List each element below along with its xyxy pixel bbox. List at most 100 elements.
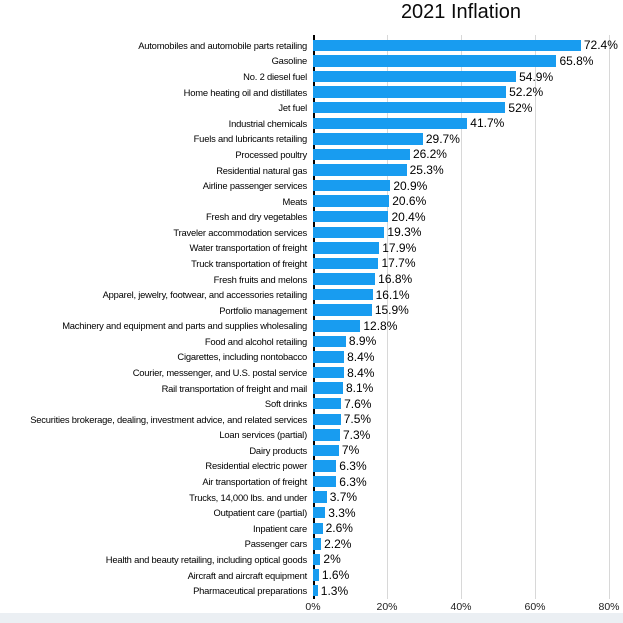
value-label: 17.7% xyxy=(381,256,416,271)
category-label: Truck transportation of freight xyxy=(191,257,307,269)
bar-row: Fresh fruits and melons 16.8% xyxy=(0,271,623,287)
plot-cell: 8.1% xyxy=(313,380,623,396)
bar-row: Health and beauty retailing, including o… xyxy=(0,552,623,568)
plot-cell: 41.7% xyxy=(313,115,623,131)
x-tick-label: 80% xyxy=(598,601,620,613)
category-label: Apparel, jewelry, footwear, and accessor… xyxy=(102,289,308,301)
axis-line xyxy=(313,35,315,599)
bar xyxy=(313,288,373,301)
value-label: 3.7% xyxy=(329,490,358,505)
category-label: Automobiles and automobile parts retaili… xyxy=(138,39,307,51)
value-label: 2.2% xyxy=(324,536,352,551)
bar-row: Automobiles and automobile parts retaili… xyxy=(0,38,623,54)
bar-row: Passenger cars 2.2% xyxy=(0,536,623,552)
plot-cell: 8.9% xyxy=(313,334,623,350)
value-label: 20.4% xyxy=(391,209,426,224)
bar xyxy=(313,117,468,130)
plot-cell: 52% xyxy=(313,100,623,116)
category-label: Inpatient care xyxy=(252,522,307,534)
bar xyxy=(313,133,423,145)
bar xyxy=(313,351,345,363)
bar xyxy=(313,55,557,67)
plot-cell: 54.9% xyxy=(313,69,623,85)
bar-row: Residential natural gas 25.3% xyxy=(0,162,623,178)
value-label: 16.1% xyxy=(375,287,410,302)
chart-title: 2021 Inflation xyxy=(400,1,522,23)
bar-row: Processed poultry 26.2% xyxy=(0,147,623,163)
bar xyxy=(313,584,318,597)
bar-row: Home heating oil and distillates 52.2% xyxy=(0,84,623,100)
x-tick-label: 40% xyxy=(450,601,472,613)
x-tick-label: 60% xyxy=(524,601,546,613)
value-label: 7% xyxy=(341,443,360,458)
value-label: 26.2% xyxy=(412,147,447,162)
plot-cell: 19.3% xyxy=(313,225,623,241)
value-label: 72.4% xyxy=(583,38,618,53)
bar xyxy=(313,335,346,348)
plot-cell: 7% xyxy=(313,443,623,459)
plot-cell: 1.6% xyxy=(313,567,623,583)
bar-row: Food and alcohol retailing 8.9% xyxy=(0,334,623,350)
value-label: 65.8% xyxy=(559,53,594,68)
bar-row: Traveler accommodation services 19.3% xyxy=(0,225,623,241)
plot-cell: 16.8% xyxy=(313,271,623,287)
bar-row: Fresh and dry vegetables 20.4% xyxy=(0,209,623,225)
value-label: 19.3% xyxy=(387,225,422,240)
category-label: Dairy products xyxy=(249,444,307,456)
gridline xyxy=(609,35,610,599)
plot-cell: 6.3% xyxy=(313,458,623,474)
bar-row: Rail transportation of freight and mail 8… xyxy=(0,380,623,396)
bar xyxy=(313,553,321,566)
bar xyxy=(313,86,507,98)
value-label: 1.6% xyxy=(321,568,350,583)
plot-cell: 20.6% xyxy=(313,193,623,209)
bar xyxy=(313,444,339,457)
category-label: Securities brokerage, dealing, investmen… xyxy=(30,413,307,425)
bar xyxy=(313,475,337,488)
bar-row: Aircraft and aircraft equipment 1.6% xyxy=(0,567,623,583)
category-label: Gasoline xyxy=(271,55,308,67)
category-label: Soft drinks xyxy=(264,398,307,410)
value-label: 8.9% xyxy=(348,334,377,349)
bar xyxy=(313,164,407,176)
plot-cell: 20.9% xyxy=(313,178,623,194)
bar-row: Water transportation of freight 17.9% xyxy=(0,240,623,256)
bar xyxy=(313,382,343,394)
category-label: Outpatient care (partial) xyxy=(213,507,308,519)
bar-row: Gasoline 65.8% xyxy=(0,53,623,69)
category-label: Loan services (partial) xyxy=(219,429,307,441)
bar-row: Residential electric power 6.3% xyxy=(0,458,623,474)
bar xyxy=(313,429,340,441)
category-label: Aircraft and aircraft equipment xyxy=(187,569,308,581)
bar xyxy=(313,148,410,161)
plot-cell: 3.3% xyxy=(313,505,623,521)
bar-row: Securities brokerage, dealing, investmen… xyxy=(0,411,623,427)
plot-cell: 7.6% xyxy=(313,396,623,412)
gridline xyxy=(535,35,536,599)
value-label: 1.3% xyxy=(320,583,349,598)
plot-cell: 12.8% xyxy=(313,318,623,334)
grid-layer xyxy=(0,35,623,599)
gridline xyxy=(387,35,388,599)
value-label: 3.3% xyxy=(328,505,356,520)
category-label: Fresh fruits and melons xyxy=(213,273,308,285)
category-label: Cigarettes, including nontobacco xyxy=(177,351,307,363)
category-label: Machinery and equipment and parts and su… xyxy=(62,320,307,332)
category-label: Portfolio management xyxy=(219,304,307,316)
plot-cell: 26.2% xyxy=(313,147,623,163)
value-label: 25.3% xyxy=(409,163,444,177)
category-label: Jet fuel xyxy=(278,102,307,114)
category-label: Processed poultry xyxy=(235,148,307,160)
plot-cell: 65.8% xyxy=(313,53,623,69)
bar-row: Industrial chemicals 41.7% xyxy=(0,115,623,131)
category-label: Rail transportation of freight and mail xyxy=(161,382,308,394)
category-label: Passenger cars xyxy=(244,538,308,550)
bar xyxy=(313,491,327,503)
value-label: 12.8% xyxy=(363,318,398,333)
value-label: 7.5% xyxy=(343,412,372,427)
value-label: 7.3% xyxy=(343,427,371,442)
bar-row: Soft drinks 7.6% xyxy=(0,396,623,412)
plot-cell: 8.4% xyxy=(313,365,623,381)
plot-cell: 2% xyxy=(313,552,623,568)
